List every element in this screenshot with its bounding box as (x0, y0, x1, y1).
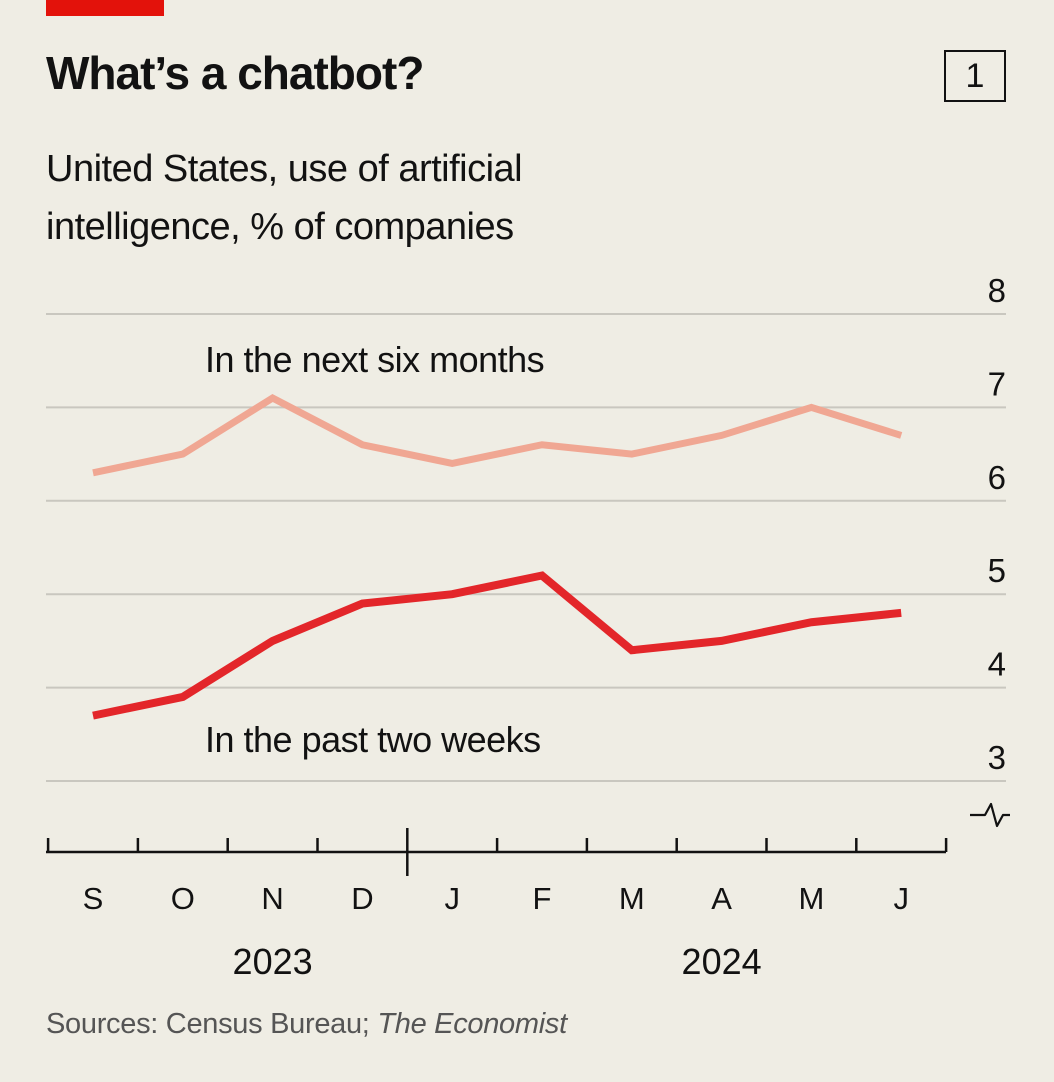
chart-subtitle: United States, use of artificial intelli… (46, 148, 523, 248)
x-tick-label: J (893, 881, 909, 916)
x-tick-label: D (351, 881, 373, 916)
y-tick-label-5: 5 (988, 552, 1006, 589)
series-label-next-six-months: In the next six months (205, 339, 544, 380)
y-tick-label-8: 8 (988, 272, 1006, 309)
series-lines (92, 394, 903, 720)
gridlines (46, 313, 1006, 782)
year-label-2023: 2023 (233, 941, 313, 982)
series-line-past-two-weeks (92, 571, 902, 720)
x-tick-label: J (444, 881, 460, 916)
source-publication: The Economist (377, 1008, 567, 1040)
y-axis-tick-labels: 3 4 5 6 7 8 (988, 272, 1006, 776)
x-tick-label: N (261, 881, 283, 916)
series-labels: In the next six months In the past two we… (205, 339, 545, 760)
y-tick-label-6: 6 (988, 459, 1006, 496)
brand-accent-bar (46, 0, 164, 16)
x-tick-label: M (619, 881, 645, 916)
source-note: Sources: Census Bureau; The Economist (46, 1008, 567, 1041)
x-tick-label: M (798, 881, 824, 916)
year-label-2024: 2024 (682, 941, 762, 982)
y-tick-label-3: 3 (988, 739, 1006, 776)
series-line-next-six-months (92, 394, 903, 477)
y-tick-label-7: 7 (988, 365, 1006, 402)
chart-title: What’s a chatbot? (46, 47, 424, 99)
source-text: Sources: Census Bureau; (46, 1008, 378, 1040)
axis-break-icon (970, 802, 1010, 828)
series-label-past-two-weeks: In the past two weeks (205, 719, 541, 760)
x-tick-label: S (83, 881, 104, 916)
x-tick-label: A (711, 881, 732, 916)
y-tick-label-4: 4 (988, 646, 1006, 683)
x-axis: S O N D J F M A M J 2023 2024 (46, 828, 948, 982)
x-tick-label: F (533, 881, 552, 916)
chart-number-badge: 1 (944, 50, 1006, 102)
x-tick-label: O (171, 881, 195, 916)
